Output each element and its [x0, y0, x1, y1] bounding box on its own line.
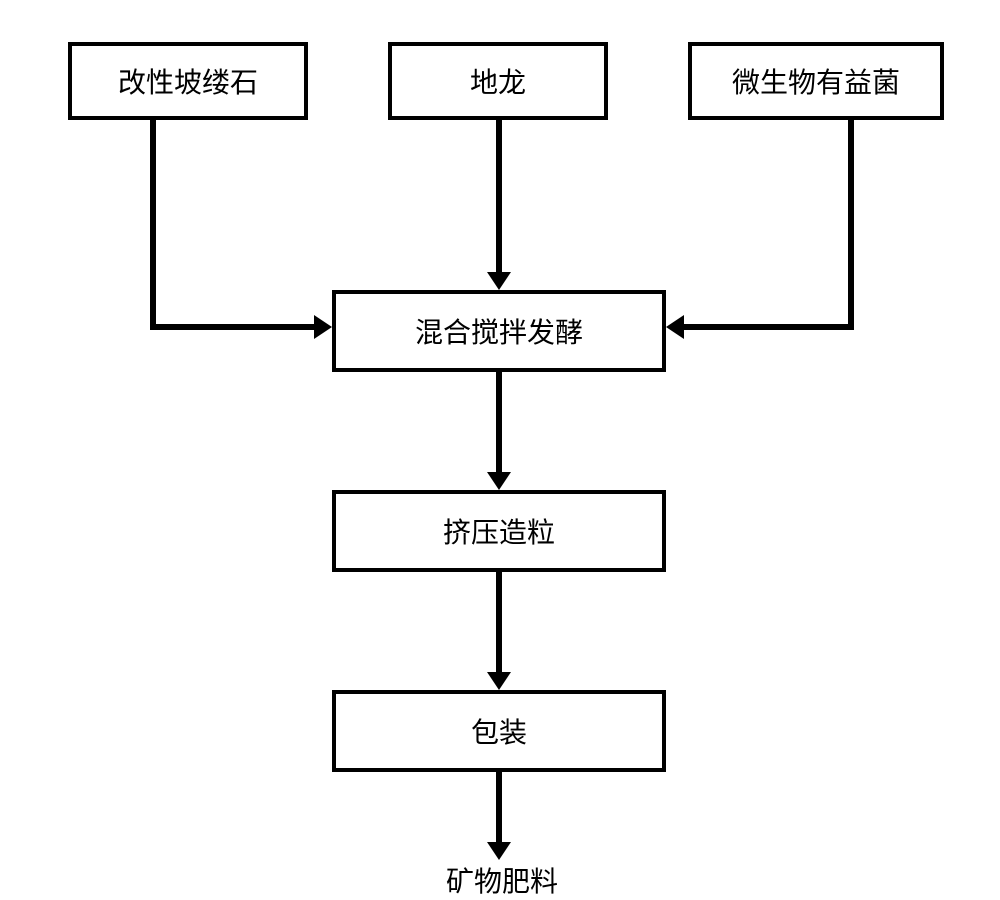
- process-box-1: 混合搅拌发酵: [332, 290, 666, 372]
- arrow-line: [848, 120, 854, 330]
- process-box-2: 挤压造粒: [332, 490, 666, 572]
- arrow-line: [150, 324, 316, 330]
- input-box-1: 改性坡缕石: [68, 42, 308, 120]
- process-box-3: 包装: [332, 690, 666, 772]
- arrow-head-icon: [487, 672, 511, 690]
- input-box-3: 微生物有益菌: [688, 42, 944, 120]
- arrow-line: [496, 772, 502, 844]
- input-box-2: 地龙: [388, 42, 608, 120]
- process-label-2: 挤压造粒: [443, 511, 555, 551]
- arrow-head-icon: [487, 272, 511, 290]
- arrow-head-icon: [487, 472, 511, 490]
- arrow-head-icon: [314, 315, 332, 339]
- arrow-line: [496, 372, 502, 474]
- flowchart-container: 改性坡缕石 地龙 微生物有益菌 混合搅拌发酵 挤压造粒 包装 矿物肥料: [0, 0, 1000, 888]
- output-label: 矿物肥料: [442, 860, 562, 900]
- arrow-line: [496, 572, 502, 674]
- arrow-head-icon: [666, 315, 684, 339]
- arrow-line: [684, 324, 854, 330]
- input-label-1: 改性坡缕石: [118, 61, 258, 101]
- input-label-2: 地龙: [470, 61, 526, 101]
- arrow-head-icon: [487, 842, 511, 860]
- process-label-3: 包装: [471, 711, 527, 751]
- arrow-line: [150, 120, 156, 330]
- input-label-3: 微生物有益菌: [732, 61, 900, 101]
- arrow-line: [496, 120, 502, 274]
- process-label-1: 混合搅拌发酵: [415, 311, 583, 351]
